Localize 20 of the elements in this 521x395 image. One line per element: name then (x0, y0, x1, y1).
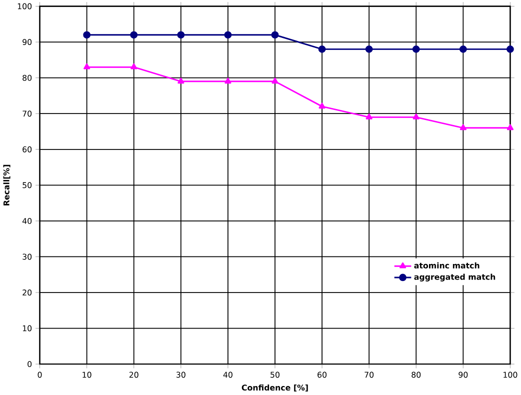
point (412, 114, 420, 120)
point (178, 78, 184, 84)
point (366, 114, 372, 120)
point (224, 31, 232, 39)
point (224, 78, 232, 84)
point (83, 31, 91, 39)
point (506, 124, 514, 130)
point (271, 31, 279, 39)
point (84, 64, 90, 70)
point (318, 46, 326, 53)
point (318, 102, 326, 109)
point (130, 64, 138, 70)
point (365, 46, 373, 53)
point (506, 46, 514, 53)
point (272, 78, 278, 84)
point (460, 124, 466, 130)
point (130, 31, 138, 39)
point (459, 46, 467, 53)
point (412, 46, 420, 53)
point (177, 31, 185, 39)
